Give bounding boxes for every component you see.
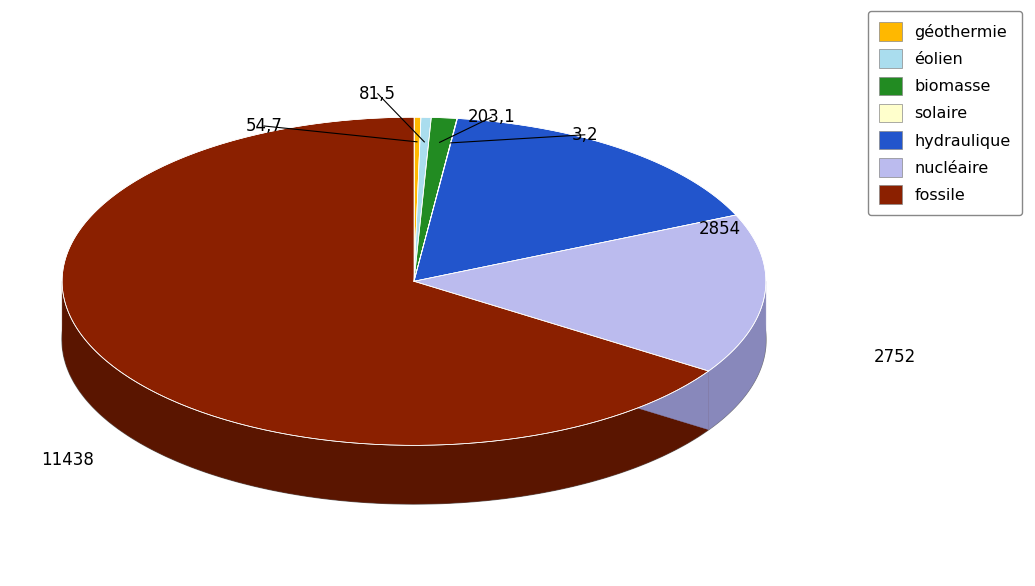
Polygon shape	[414, 281, 709, 430]
Text: 11438: 11438	[40, 451, 94, 469]
Polygon shape	[414, 117, 432, 281]
Text: 2854: 2854	[699, 220, 740, 237]
Text: 3,2: 3,2	[571, 126, 598, 144]
Polygon shape	[709, 281, 766, 430]
Polygon shape	[414, 215, 766, 371]
Polygon shape	[62, 117, 709, 445]
Polygon shape	[414, 117, 457, 281]
Polygon shape	[414, 281, 709, 430]
Polygon shape	[414, 118, 736, 281]
Polygon shape	[62, 176, 766, 504]
Legend: géothermie, éolien, biomasse, solaire, hydraulique, nucléaire, fossile: géothermie, éolien, biomasse, solaire, h…	[868, 11, 1022, 215]
Text: 203,1: 203,1	[468, 108, 515, 126]
Text: 54,7: 54,7	[245, 117, 283, 135]
Text: 2752: 2752	[875, 349, 916, 366]
Polygon shape	[62, 281, 709, 504]
Text: 81,5: 81,5	[359, 85, 396, 103]
Polygon shape	[414, 118, 457, 281]
Polygon shape	[414, 117, 421, 281]
